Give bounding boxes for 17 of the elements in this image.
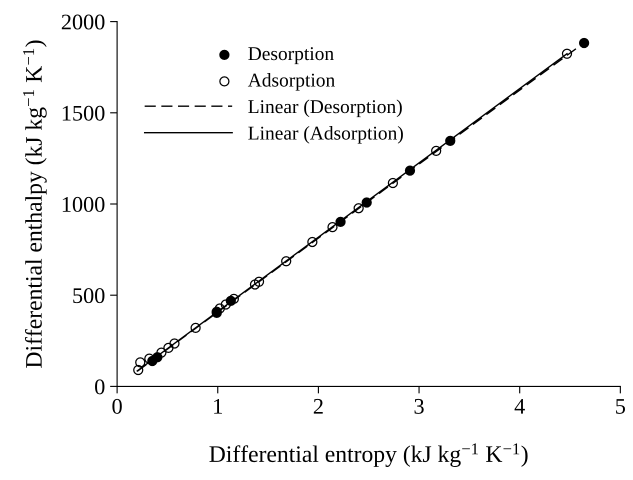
legend-label: Adsorption: [248, 73, 335, 91]
legend-label: Desorption: [248, 47, 334, 64]
y-tick-label: 1000: [62, 196, 104, 212]
x-tick-label: 2: [314, 398, 323, 414]
x-tick-label: 3: [414, 398, 424, 414]
legend-label: Linear (Adsorption): [248, 126, 403, 144]
legend-label: Linear (Desorption): [248, 100, 402, 118]
x-tick-label: 1: [214, 398, 222, 414]
x-tick-label: 4: [514, 398, 525, 414]
y-tick-label: 500: [73, 288, 104, 304]
x-tick-label: 0: [112, 398, 122, 414]
x-axis-title: Differential entropy (kJ kg$^{−1}$ K$^{−1}$): [209, 443, 528, 467]
y-tick-label: 2000: [62, 14, 104, 30]
y-tick-label: 1500: [62, 106, 104, 121]
x-tick-label: 5: [616, 399, 626, 414]
y-tick-label: 0: [95, 379, 104, 394]
y-axis-title: Differential enthalpy (kJ kg$^{−1}$ K$^{−1}$): [23, 40, 47, 368]
